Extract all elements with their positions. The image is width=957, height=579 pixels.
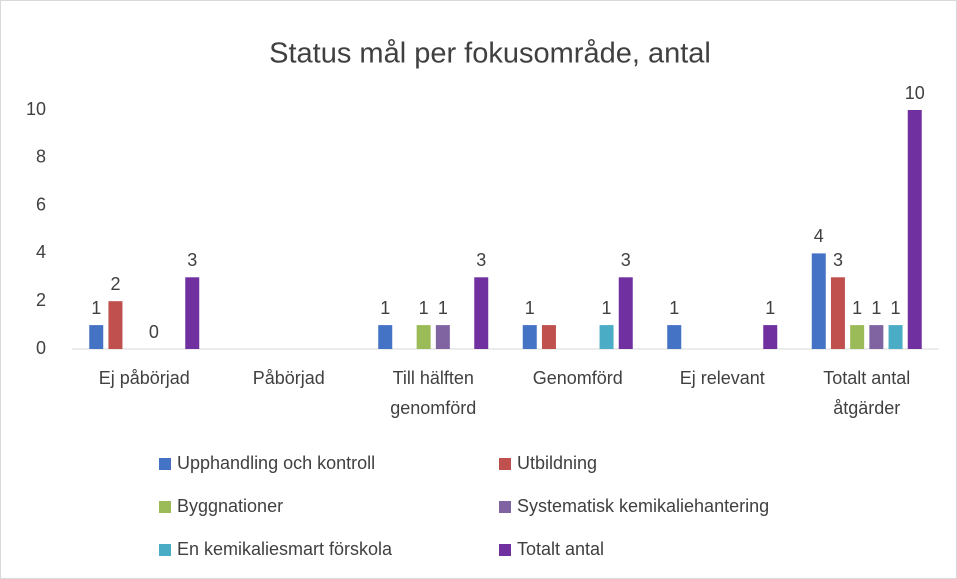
y-tick-label: 8 bbox=[36, 147, 46, 167]
x-tick-label: Totalt antal åtgärder bbox=[823, 368, 910, 418]
legend-swatch bbox=[499, 544, 511, 556]
y-tick-label: 2 bbox=[36, 290, 46, 310]
data-label: 1 bbox=[525, 298, 535, 318]
data-label: 0 bbox=[149, 322, 159, 342]
data-label: 1 bbox=[380, 298, 390, 318]
data-label: 3 bbox=[476, 250, 486, 270]
bar bbox=[599, 325, 614, 349]
data-label: 3 bbox=[833, 250, 843, 270]
data-label: 3 bbox=[187, 250, 197, 270]
data-label: 1 bbox=[891, 298, 901, 318]
bar bbox=[522, 325, 537, 349]
bar bbox=[474, 277, 489, 349]
data-label: 1 bbox=[602, 298, 612, 318]
x-tick-label: Ej relevant bbox=[680, 368, 765, 388]
bar bbox=[541, 325, 556, 349]
bar bbox=[435, 325, 450, 349]
data-label: 1 bbox=[91, 298, 101, 318]
bar bbox=[667, 325, 682, 349]
bar bbox=[108, 301, 123, 349]
data-label: 1 bbox=[438, 298, 448, 318]
data-label: 10 bbox=[905, 83, 925, 103]
legend-label: En kemikaliesmart förskola bbox=[177, 539, 393, 559]
legend-swatch bbox=[499, 458, 511, 470]
data-label: 1 bbox=[669, 298, 679, 318]
bar bbox=[378, 325, 393, 349]
chart-title: Status mål per fokusområde, antal bbox=[269, 38, 711, 70]
bar bbox=[850, 325, 865, 349]
bar bbox=[763, 325, 778, 349]
x-tick-label: Genomförd bbox=[533, 368, 623, 388]
legend-label: Totalt antal bbox=[517, 539, 604, 559]
bar bbox=[416, 325, 431, 349]
bar bbox=[907, 110, 922, 349]
legend-swatch bbox=[499, 501, 511, 513]
legend-swatch bbox=[159, 501, 171, 513]
bar bbox=[830, 277, 845, 349]
y-tick-label: 10 bbox=[26, 99, 46, 119]
data-label: 3 bbox=[621, 250, 631, 270]
data-label: 1 bbox=[871, 298, 881, 318]
legend-label: Byggnationer bbox=[177, 496, 283, 516]
x-tick-label: Ej påbörjad bbox=[99, 368, 190, 388]
legend-label: Utbildning bbox=[517, 453, 597, 473]
x-tick-label: Till hälften genomförd bbox=[390, 368, 476, 418]
data-label: 1 bbox=[852, 298, 862, 318]
x-tick-label: Påbörjad bbox=[253, 368, 325, 388]
legend-label: Systematisk kemikaliehantering bbox=[517, 496, 769, 516]
bar bbox=[618, 277, 633, 349]
y-tick-label: 0 bbox=[36, 338, 46, 358]
data-label: 2 bbox=[110, 274, 120, 294]
bar bbox=[811, 253, 826, 349]
bar bbox=[185, 277, 200, 349]
bar bbox=[888, 325, 903, 349]
data-label: 1 bbox=[419, 298, 429, 318]
y-tick-label: 6 bbox=[36, 194, 46, 214]
data-label: 1 bbox=[765, 298, 775, 318]
y-tick-label: 4 bbox=[36, 242, 46, 262]
legend-label: Upphandling och kontroll bbox=[177, 453, 375, 473]
bar bbox=[869, 325, 884, 349]
bar bbox=[89, 325, 104, 349]
legend-swatch bbox=[159, 458, 171, 470]
legend-swatch bbox=[159, 544, 171, 556]
data-label: 4 bbox=[814, 226, 824, 246]
